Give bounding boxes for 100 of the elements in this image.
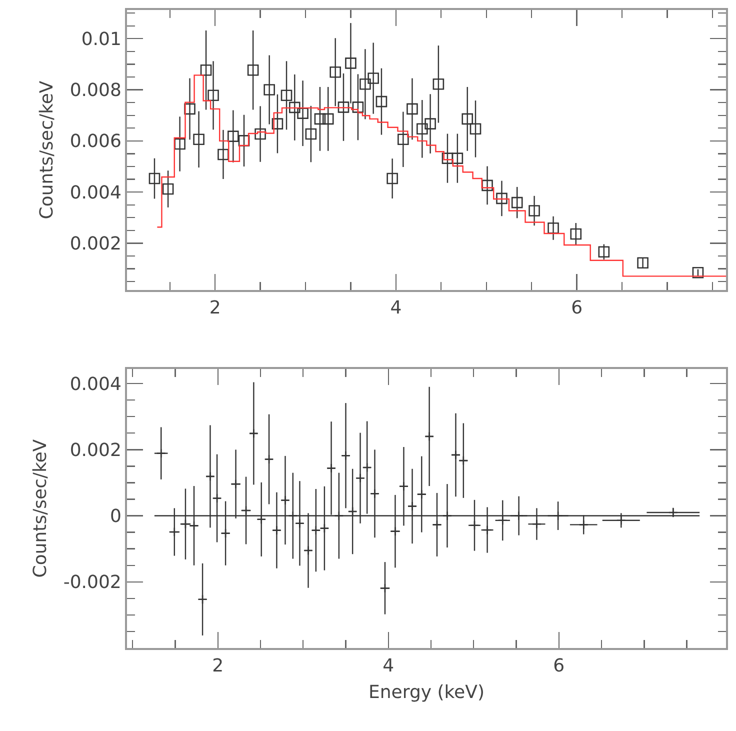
point	[220, 528, 230, 538]
point	[148, 172, 160, 184]
point	[407, 501, 418, 512]
point	[294, 518, 305, 528]
point	[390, 526, 400, 536]
y-tick-label: 0	[110, 506, 122, 528]
x-tick-label: 6	[553, 656, 565, 677]
point	[174, 138, 186, 150]
x-tick-label: 4	[382, 656, 394, 677]
point	[218, 148, 229, 160]
x-tick-label: 2	[209, 298, 221, 319]
point	[248, 428, 259, 438]
point	[345, 58, 356, 69]
point	[338, 102, 350, 113]
point	[348, 506, 358, 516]
y-tick-label: 0.01	[81, 28, 122, 50]
point	[208, 90, 219, 102]
point	[156, 448, 166, 458]
point	[162, 183, 174, 195]
point	[496, 192, 508, 204]
y-axis-title: Counts/sec/keV	[36, 80, 58, 220]
point	[297, 108, 308, 119]
point	[193, 134, 204, 146]
y-tick-label: 0.006	[70, 131, 122, 152]
point	[380, 583, 390, 594]
y-tick-label: 0.008	[70, 80, 122, 102]
point	[470, 520, 480, 530]
point	[303, 546, 314, 556]
point	[305, 128, 317, 140]
point	[228, 130, 239, 142]
point	[355, 473, 366, 483]
y-tick-label: 0.004	[70, 374, 122, 395]
point	[205, 472, 216, 482]
point	[570, 228, 582, 240]
point	[532, 519, 542, 529]
point	[442, 152, 454, 164]
point	[289, 102, 300, 114]
point	[462, 113, 474, 125]
y-tick-label: 0.002	[70, 440, 122, 461]
point	[200, 64, 212, 76]
point	[616, 516, 626, 526]
point	[254, 128, 266, 140]
y-tick-label: -0.002	[63, 572, 122, 594]
point	[370, 488, 380, 498]
point	[360, 78, 371, 90]
x-tick-label: 4	[390, 298, 402, 319]
point	[280, 495, 290, 506]
point	[272, 118, 284, 130]
point	[198, 594, 208, 604]
point	[230, 479, 241, 489]
point	[498, 516, 508, 526]
point	[264, 454, 274, 464]
point	[322, 113, 334, 125]
point	[238, 135, 250, 146]
point	[272, 525, 282, 536]
point	[376, 96, 388, 108]
point	[578, 520, 588, 530]
point	[326, 463, 336, 474]
point	[450, 450, 461, 460]
point	[470, 123, 482, 135]
point	[432, 78, 444, 90]
point	[212, 493, 222, 504]
point	[452, 152, 464, 164]
point	[637, 257, 648, 269]
point	[406, 103, 418, 115]
point	[184, 103, 196, 115]
point	[511, 196, 523, 208]
point	[398, 134, 409, 146]
point	[352, 102, 364, 113]
x-tick-label: 6	[571, 298, 583, 319]
point	[368, 72, 379, 84]
point	[386, 172, 398, 184]
point	[416, 123, 428, 135]
point	[692, 266, 704, 278]
point	[458, 456, 468, 466]
y-tick-label: 0.004	[70, 182, 122, 204]
point	[330, 66, 341, 78]
point	[416, 489, 426, 500]
point	[424, 432, 434, 442]
point	[280, 90, 292, 102]
point	[398, 482, 409, 492]
point	[264, 84, 275, 96]
point	[241, 506, 251, 516]
point	[362, 462, 372, 472]
point	[256, 514, 266, 524]
point	[482, 180, 493, 192]
point	[548, 222, 559, 234]
x-tick-label: 2	[212, 656, 224, 677]
point	[528, 205, 540, 216]
point	[170, 527, 180, 537]
point	[482, 525, 492, 535]
point	[432, 520, 442, 530]
point	[668, 508, 678, 518]
y-axis-title: Counts/sec/keV	[30, 438, 52, 578]
point	[424, 118, 436, 130]
point	[247, 64, 259, 76]
point	[340, 450, 351, 460]
x-axis-title: Energy (keV)	[368, 682, 484, 704]
point	[598, 246, 610, 258]
y-tick-label: 0.002	[70, 234, 122, 255]
